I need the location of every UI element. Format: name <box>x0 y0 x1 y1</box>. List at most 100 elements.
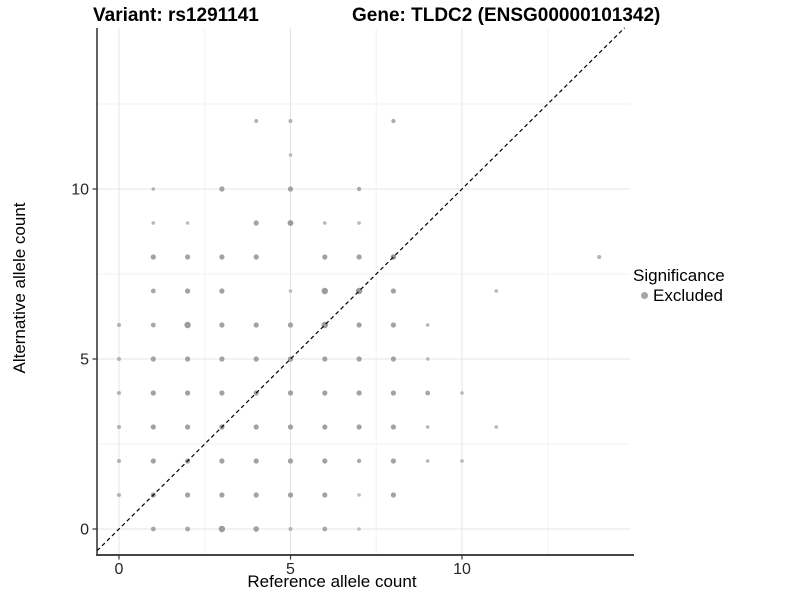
data-point <box>288 527 293 531</box>
data-point <box>184 321 191 329</box>
data-point <box>357 493 361 497</box>
data-point <box>323 221 327 225</box>
data-point <box>185 254 191 260</box>
data-point <box>150 526 156 532</box>
data-point <box>151 221 156 225</box>
data-point <box>219 288 225 294</box>
legend: Significance Excluded <box>633 266 725 305</box>
data-point <box>151 187 156 191</box>
identity-line <box>96 27 626 552</box>
data-point <box>185 492 191 498</box>
data-point <box>219 356 225 362</box>
legend-item-label: Excluded <box>653 286 723 305</box>
data-point <box>288 289 293 293</box>
data-point <box>253 424 259 430</box>
data-point <box>322 458 328 464</box>
y-tick-label: 5 <box>80 352 89 369</box>
data-point <box>287 390 294 396</box>
plot-title-variant: Variant: rs1291141 <box>93 5 259 26</box>
data-point <box>253 322 259 328</box>
data-point <box>150 254 156 260</box>
data-point <box>185 424 191 430</box>
data-point <box>150 288 156 294</box>
data-point <box>253 356 259 362</box>
data-point <box>356 390 362 396</box>
legend-title: Significance <box>633 266 725 285</box>
data-point <box>356 356 362 362</box>
data-point <box>425 459 430 463</box>
data-point <box>356 254 362 260</box>
data-point <box>322 356 328 362</box>
data-point <box>390 390 396 396</box>
data-point <box>185 288 191 294</box>
data-point <box>150 458 156 464</box>
data-point <box>117 493 121 497</box>
data-point <box>357 221 361 225</box>
data-point <box>391 118 396 124</box>
data-point <box>253 492 259 498</box>
data-point <box>390 424 396 430</box>
data-point <box>150 322 156 328</box>
data-point <box>150 356 156 362</box>
data-point <box>185 390 191 396</box>
data-point <box>390 288 396 294</box>
data-point <box>254 119 259 123</box>
y-tick-label: 0 <box>80 522 89 539</box>
data-point <box>288 119 293 123</box>
data-point <box>322 390 328 396</box>
data-point <box>356 322 362 328</box>
data-point <box>494 289 499 293</box>
data-point <box>460 459 464 463</box>
data-point <box>117 391 121 395</box>
data-point <box>287 458 294 464</box>
data-point <box>117 425 121 429</box>
data-point <box>117 323 121 327</box>
data-point <box>390 356 396 362</box>
plot-title-gene: Gene: TLDC2 (ENSG00000101342) <box>352 5 661 26</box>
data-point <box>117 357 121 361</box>
data-point <box>219 186 225 192</box>
data-point <box>356 186 362 192</box>
data-point <box>117 459 121 463</box>
data-point <box>253 254 259 260</box>
x-tick-label: 5 <box>286 561 295 578</box>
data-point <box>390 492 396 498</box>
data-point <box>425 357 430 361</box>
data-point <box>253 458 259 464</box>
data-point <box>287 186 294 192</box>
data-point <box>287 322 294 328</box>
data-point <box>425 425 430 429</box>
data-point <box>219 254 225 260</box>
data-point <box>219 458 225 464</box>
data-point <box>219 390 225 396</box>
data-point <box>322 492 328 498</box>
data-point <box>185 356 191 362</box>
data-point <box>357 527 361 531</box>
data-point <box>356 458 362 464</box>
data-point <box>425 323 430 327</box>
data-point <box>288 153 293 157</box>
data-point <box>185 221 190 225</box>
data-point <box>390 458 396 464</box>
data-point <box>597 255 602 259</box>
data-point <box>253 220 259 226</box>
legend-point-icon <box>641 292 648 299</box>
data-point <box>322 424 328 430</box>
x-axis-title: Reference allele count <box>247 572 417 591</box>
data-point <box>425 390 431 396</box>
data-point <box>494 425 499 429</box>
x-tick-label: 10 <box>453 561 471 578</box>
legend-item-excluded: Excluded <box>633 286 725 305</box>
data-point <box>150 424 156 430</box>
data-point <box>322 526 328 532</box>
data-point <box>150 390 156 396</box>
data-point <box>390 322 396 328</box>
data-point <box>219 322 225 328</box>
data-point <box>460 391 464 395</box>
data-point <box>321 287 328 295</box>
x-tick-label: 0 <box>115 561 124 578</box>
y-tick-label: 10 <box>71 182 89 199</box>
data-point <box>218 525 226 533</box>
